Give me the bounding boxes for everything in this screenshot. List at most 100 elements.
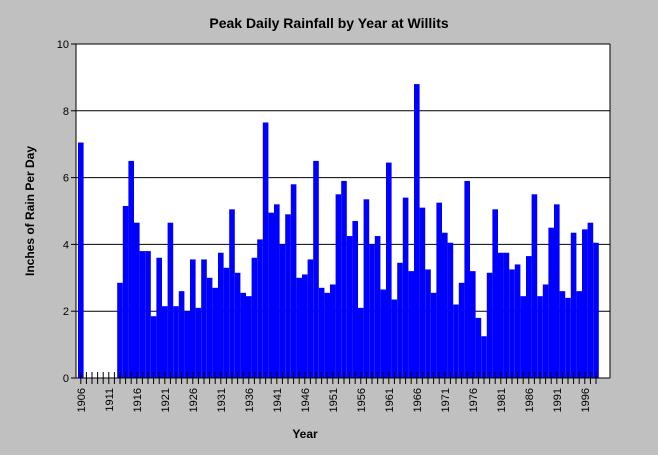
y-tick-label: 10 <box>57 39 69 51</box>
bar <box>425 269 431 378</box>
bar <box>268 212 274 378</box>
bar <box>430 292 437 378</box>
y-tick-label: 8 <box>63 106 69 118</box>
x-tick-label: 1976 <box>468 388 480 412</box>
bar <box>442 232 448 378</box>
x-tick-label: 1981 <box>496 388 508 412</box>
bar <box>173 306 179 378</box>
bar <box>526 256 532 378</box>
bar <box>576 291 582 378</box>
x-tick-label: 1911 <box>104 388 116 412</box>
x-tick-label: 1956 <box>356 388 368 412</box>
bar <box>128 160 134 378</box>
bar <box>246 296 252 378</box>
bar <box>156 257 162 378</box>
x-tick-label: 1921 <box>160 388 172 412</box>
axes-layer <box>71 43 611 384</box>
x-tick-label: 1971 <box>440 388 452 412</box>
bar <box>223 267 230 378</box>
x-tick-label: 1986 <box>524 388 536 412</box>
bar <box>447 242 454 378</box>
x-tick-label: 1951 <box>328 388 340 412</box>
bar <box>290 184 297 378</box>
x-tick-label: 1931 <box>216 388 228 412</box>
bar <box>363 199 370 378</box>
bar <box>548 227 554 378</box>
bar <box>178 291 185 378</box>
bar <box>195 307 202 378</box>
bar <box>458 282 465 378</box>
bar <box>167 222 174 378</box>
x-tick-label: 1916 <box>132 388 144 412</box>
bar <box>234 272 241 378</box>
x-tick-label: 1941 <box>272 388 284 412</box>
bar <box>419 207 426 378</box>
bar <box>531 194 538 378</box>
bar <box>218 252 224 378</box>
bar <box>190 259 196 378</box>
bar <box>408 271 414 378</box>
bar <box>554 204 560 378</box>
bar <box>386 162 392 378</box>
x-tick-label: 1926 <box>188 388 200 412</box>
bars-layer <box>78 84 599 379</box>
bar <box>369 244 375 378</box>
chart-title: Peak Daily Rainfall by Year at Willits <box>209 15 448 31</box>
bar <box>542 284 549 378</box>
bar <box>397 262 403 378</box>
bar <box>139 251 146 378</box>
bar <box>559 291 566 378</box>
bar <box>117 282 123 378</box>
bar <box>436 202 442 378</box>
x-tick-label: 1996 <box>580 388 592 412</box>
bar <box>498 252 504 378</box>
bar <box>464 180 470 378</box>
bar <box>582 229 588 378</box>
bar <box>391 299 398 378</box>
bar <box>509 269 515 378</box>
bar <box>318 287 325 378</box>
bar <box>184 311 190 378</box>
bar <box>324 292 330 378</box>
x-tick-label: 1991 <box>552 388 564 412</box>
bar <box>302 274 308 378</box>
bar <box>514 264 521 378</box>
bar <box>358 307 364 378</box>
y-tick-label: 6 <box>63 173 69 185</box>
bar <box>402 197 409 378</box>
bar <box>134 222 140 378</box>
bar <box>341 180 347 378</box>
bar <box>330 284 336 378</box>
bar <box>593 242 599 378</box>
bar <box>587 222 594 378</box>
bar <box>307 259 314 378</box>
bar <box>453 304 459 378</box>
bar <box>570 232 577 378</box>
x-tick-label: 1966 <box>412 388 424 412</box>
bar <box>492 209 498 378</box>
bar <box>78 142 84 378</box>
y-tick-label: 0 <box>63 373 69 385</box>
bar <box>520 296 526 378</box>
x-tick-label: 1936 <box>244 388 256 412</box>
bar <box>313 160 319 378</box>
bar <box>296 277 302 378</box>
bar <box>285 214 291 378</box>
bar <box>122 205 129 378</box>
bar <box>470 271 476 378</box>
bar <box>150 316 157 378</box>
bar <box>162 306 168 378</box>
y-tick-label: 2 <box>63 306 69 318</box>
bar <box>481 336 487 378</box>
bar <box>212 287 218 378</box>
bar <box>565 297 571 378</box>
bar <box>240 292 246 378</box>
x-tick-label: 1906 <box>76 388 88 412</box>
bar <box>352 221 358 378</box>
x-tick-labels: 1906 1911 1916 1921 1926 1931 1936 1941 1946 1951… <box>76 388 592 412</box>
bar <box>335 194 342 378</box>
bar <box>346 236 353 378</box>
bar <box>486 272 493 378</box>
bar <box>475 317 482 378</box>
